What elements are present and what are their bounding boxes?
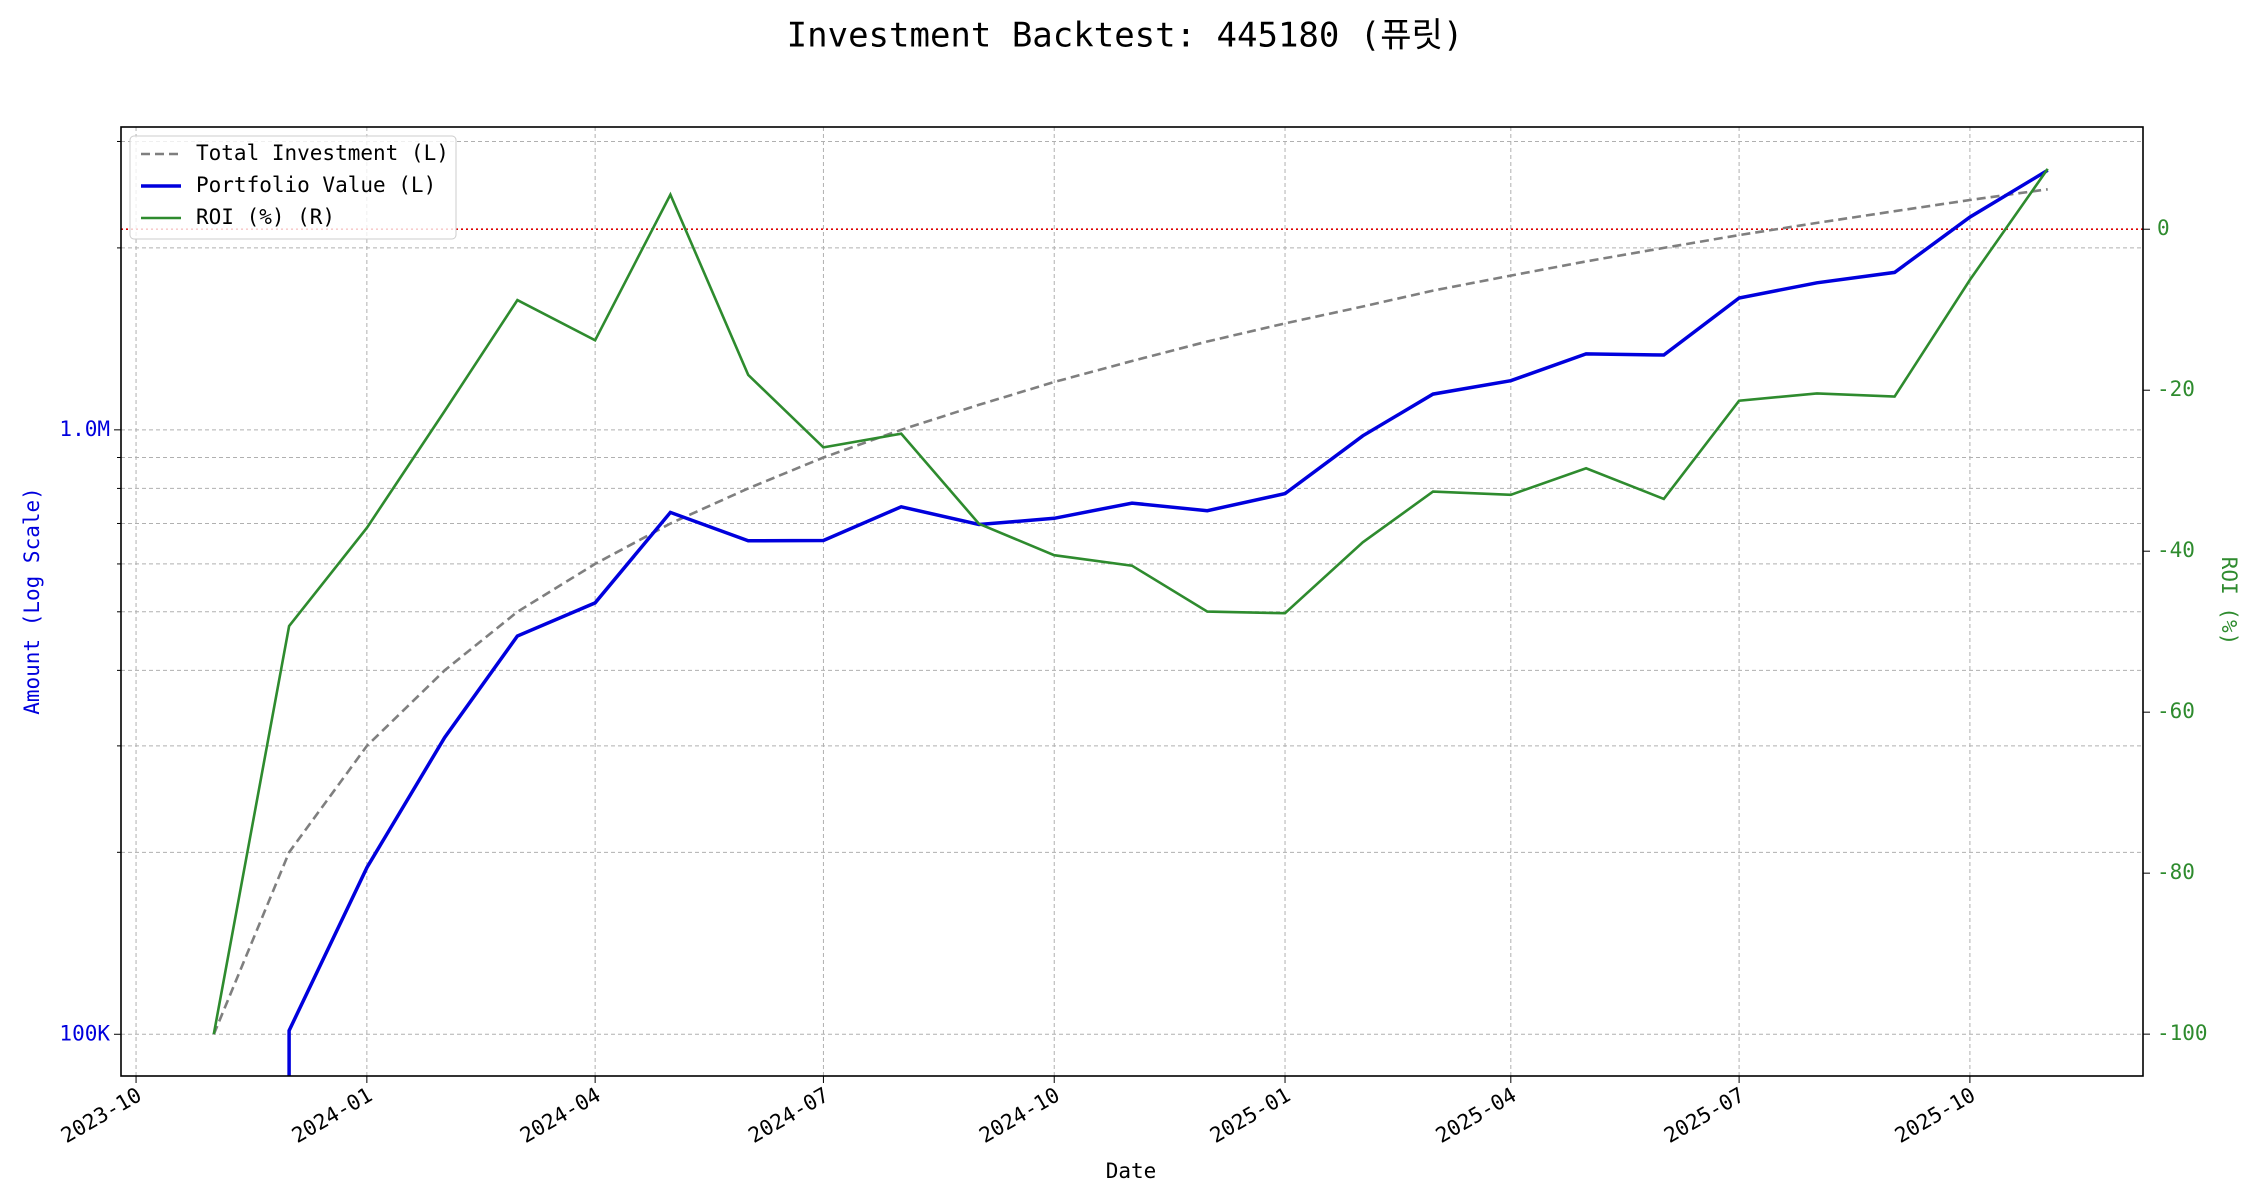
y-axis-label: Amount (Log Scale): [20, 487, 44, 715]
y-tick-label: 100K: [59, 1021, 110, 1045]
y2-tick-label: -20: [2157, 377, 2195, 401]
legend-label: ROI (%) (R): [196, 205, 335, 229]
x-tick-label: 2025-07: [1660, 1083, 1749, 1148]
legend-box: [129, 135, 457, 240]
y2-axis-label: ROI (%): [2217, 557, 2241, 646]
x-tick-label: 2025-04: [1432, 1083, 1521, 1148]
x-tick-label: 2024-10: [975, 1083, 1064, 1148]
x-tick-label: 2023-10: [57, 1083, 146, 1148]
y2-tick-label: -40: [2157, 538, 2195, 562]
y2-tick-label: -60: [2157, 699, 2195, 723]
series-line: [287, 168, 2049, 1076]
plot-area: [212, 168, 2049, 1076]
axes-frame: [120, 126, 2144, 1077]
y2-tick-label: 0: [2157, 216, 2170, 240]
x-axis-label: Date: [1106, 1159, 1157, 1183]
x-tick-label: 2025-01: [1206, 1083, 1295, 1148]
x-tick-label: 2024-01: [288, 1083, 377, 1148]
series-line: [212, 188, 2048, 1035]
y2-tick-label: -100: [2157, 1021, 2208, 1045]
y-tick-label: 1.0M: [59, 417, 110, 441]
legend-label: Portfolio Value (L): [196, 173, 436, 197]
x-tick-label: 2024-04: [516, 1083, 605, 1148]
y2-tick-label: -80: [2157, 860, 2195, 884]
x-tick-label: 2024-07: [744, 1083, 833, 1148]
x-tick-label: 2025-10: [1891, 1083, 1980, 1148]
series-line: [212, 168, 2049, 1035]
chart-title: Investment Backtest: 445180 (퓨릿): [787, 16, 1464, 56]
legend-label: Total Investment (L): [196, 141, 449, 165]
